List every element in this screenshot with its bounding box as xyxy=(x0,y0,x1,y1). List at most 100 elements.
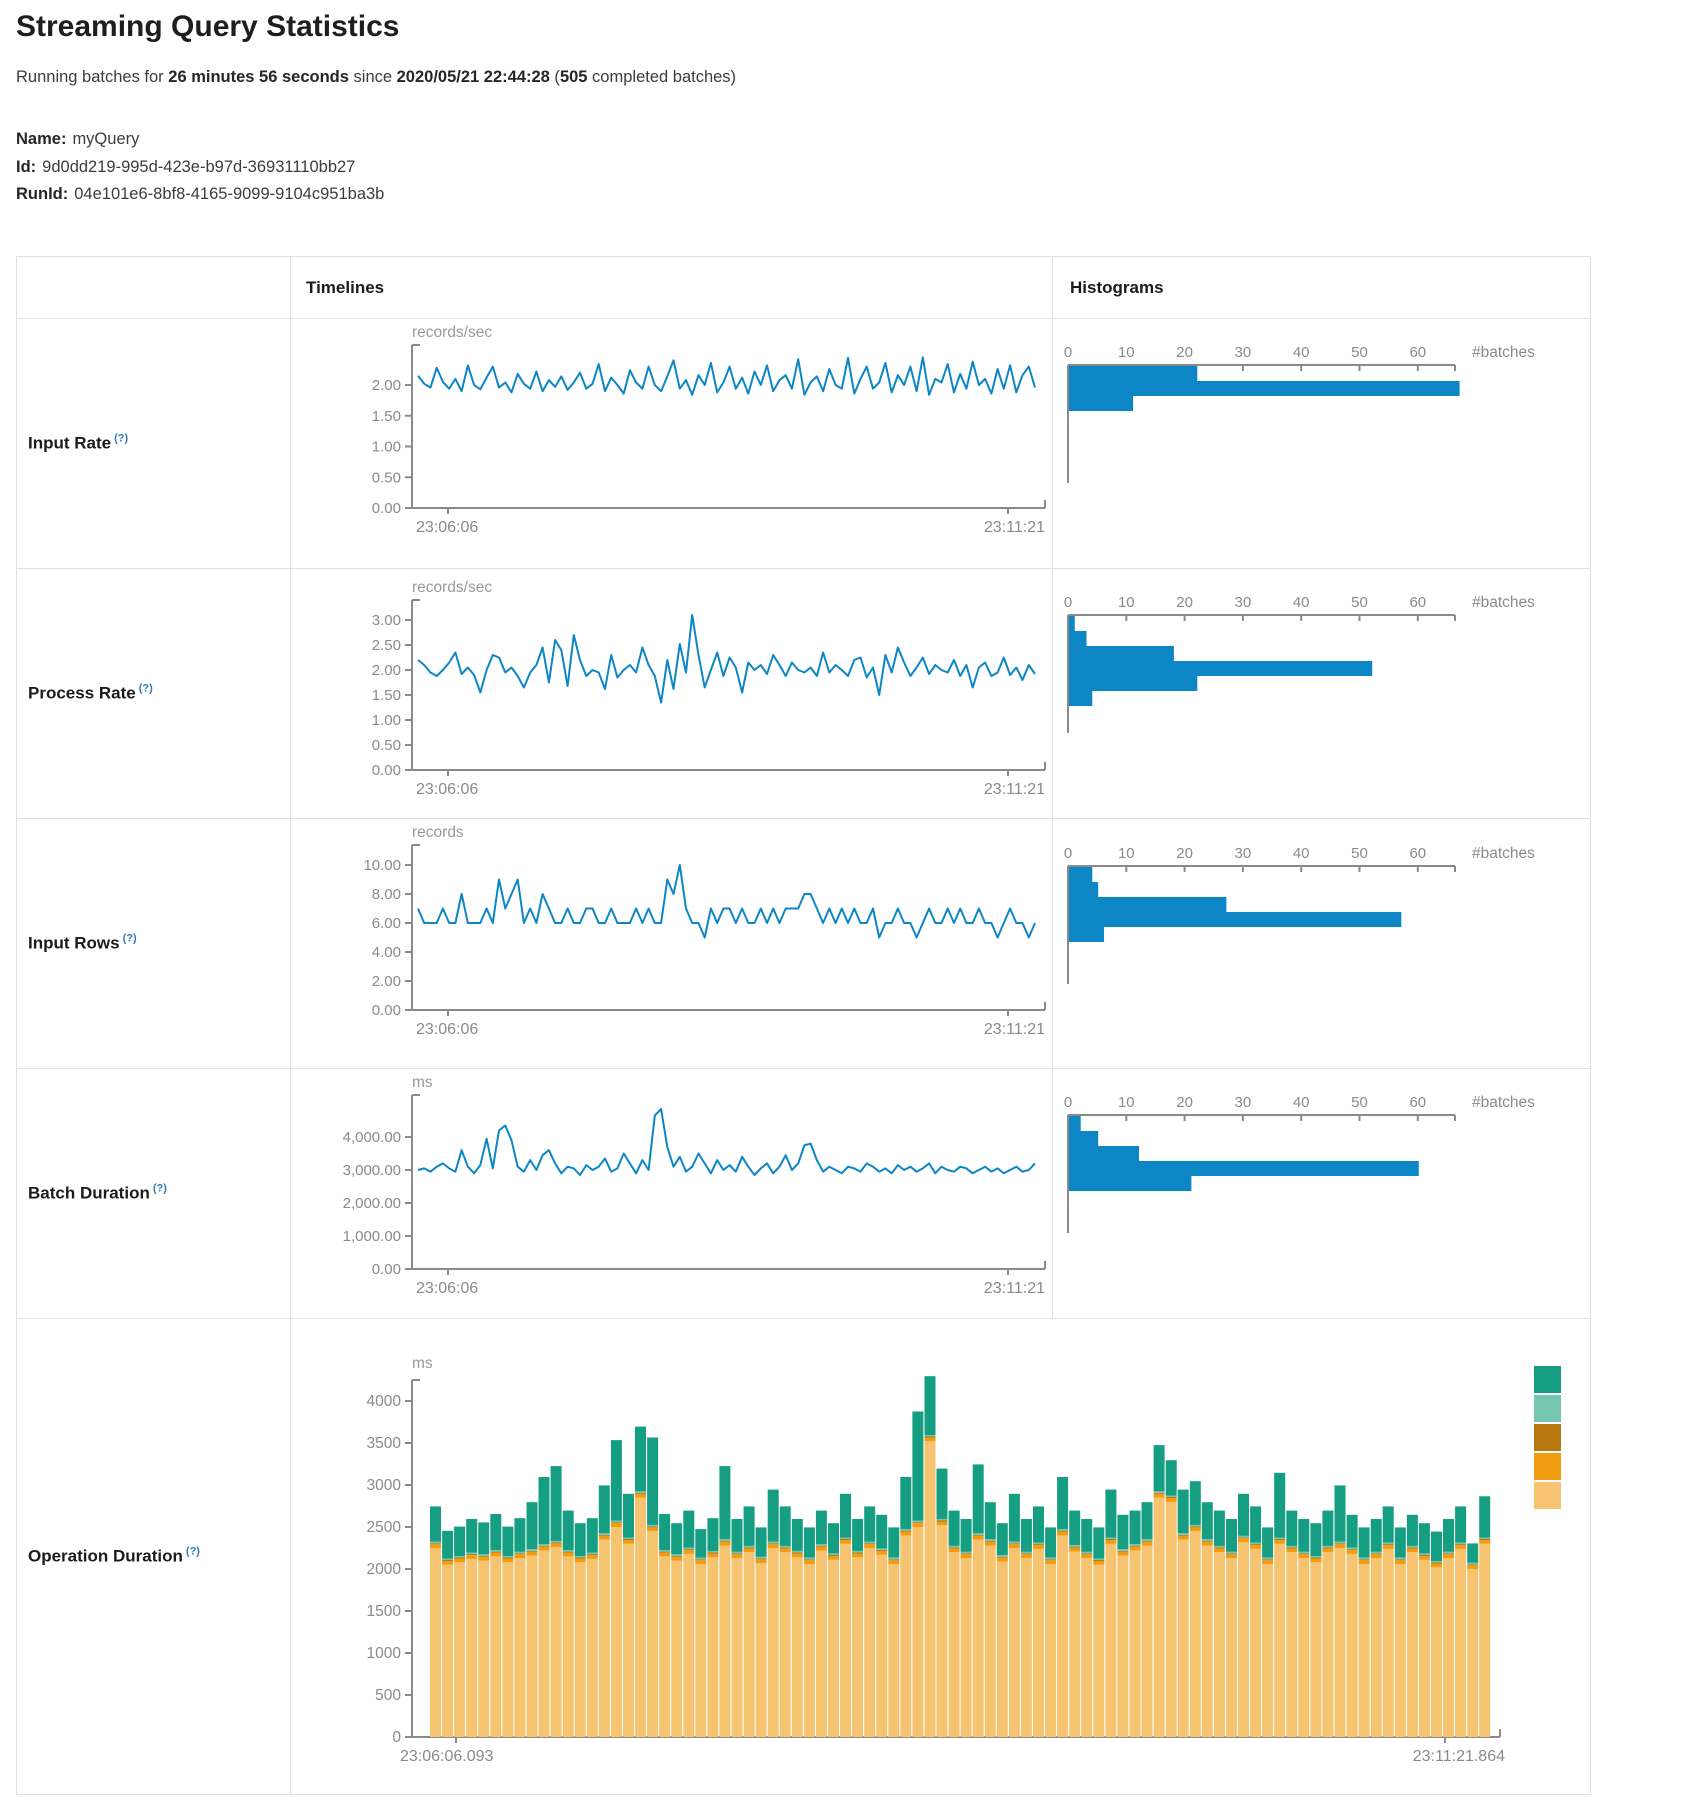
stacked-bar-segment xyxy=(791,1557,803,1737)
stacked-bar-segment xyxy=(707,1553,719,1558)
stacked-bar-segment xyxy=(1443,1554,1454,1559)
stacked-bar-segment xyxy=(1045,1564,1057,1737)
stacked-bar-segment xyxy=(1093,1558,1105,1560)
stacked-bar-segment xyxy=(1141,1502,1153,1540)
stacked-bar-segment xyxy=(888,1559,900,1561)
svg-text:23:11:21: 23:11:21 xyxy=(984,781,1045,798)
stacked-bar-segment xyxy=(610,1527,622,1737)
stacked-bar-segment xyxy=(490,1550,502,1552)
stacked-bar-segment xyxy=(755,1559,767,1564)
stacked-bar-segment xyxy=(1250,1544,1262,1546)
stacked-bar-segment xyxy=(1226,1553,1237,1555)
process-rate-timeline-chart: records/sec 0.00 0.50 1.00 1.50 2.00 2.50 3.00 2… xyxy=(372,579,1046,798)
stacked-bar-segment xyxy=(1443,1519,1454,1552)
query-id-label: Id: xyxy=(16,157,37,176)
stacked-bar-segment xyxy=(538,1546,550,1551)
stacked-bar-segment xyxy=(442,1558,454,1560)
stacked-bar-segment xyxy=(1406,1547,1418,1549)
stacked-bar-segment xyxy=(852,1557,864,1737)
stacked-bar-segment xyxy=(1020,1553,1032,1555)
svg-text:50: 50 xyxy=(1351,594,1368,611)
stacked-bar-segment xyxy=(647,1526,659,1528)
summary-middle: since xyxy=(348,68,397,86)
stacked-bar-segment xyxy=(1141,1540,1153,1542)
stacked-bar-segment xyxy=(598,1539,610,1737)
histogram-bar xyxy=(1069,676,1198,691)
stacked-bar-segment xyxy=(695,1559,707,1561)
stacked-bar-segment xyxy=(1153,1492,1165,1494)
stacked-bar-segment xyxy=(1250,1548,1262,1737)
stacked-bar-segment xyxy=(466,1552,478,1555)
svg-text:0: 0 xyxy=(392,1729,401,1746)
svg-text:0.50: 0.50 xyxy=(372,737,401,754)
stacked-bar-segment xyxy=(1418,1553,1430,1555)
stacked-bar-segment xyxy=(743,1548,755,1553)
stacked-bar-segment xyxy=(1081,1551,1093,1554)
stacked-bar-segment xyxy=(791,1553,803,1558)
stacked-bar-segment xyxy=(562,1551,574,1553)
row-label-input-rate: Input Rate (?) xyxy=(28,432,129,453)
stacked-bar-segment xyxy=(1406,1514,1418,1546)
stacked-bar-segment xyxy=(1177,1533,1189,1535)
stacked-bar-segment xyxy=(683,1553,695,1737)
stacked-bar-segment xyxy=(1093,1564,1105,1737)
stacked-bar-segment xyxy=(695,1564,707,1737)
page-title: Streaming Query Statistics xyxy=(16,10,400,43)
stacked-bar-segment xyxy=(888,1564,900,1737)
stacked-bar-segment xyxy=(1418,1523,1430,1554)
stacked-bar-segment xyxy=(1431,1562,1442,1564)
stacked-bar-segment xyxy=(1370,1558,1382,1737)
stacked-bar-segment xyxy=(1358,1527,1370,1558)
histogram-bar xyxy=(1069,366,1198,381)
input-rate-help-icon[interactable]: (?) xyxy=(114,432,129,445)
stacked-bar-segment xyxy=(1274,1539,1286,1540)
svg-text:ms: ms xyxy=(412,1355,433,1372)
stacked-bar-segment xyxy=(1129,1550,1141,1737)
stacked-bar-segment xyxy=(743,1506,755,1546)
stacked-bar-segment xyxy=(514,1554,526,1559)
stacked-bar-segment xyxy=(876,1549,888,1551)
stacked-bar-segment xyxy=(864,1506,876,1542)
stacked-bar-segment xyxy=(1250,1545,1262,1549)
stacked-bar-segment xyxy=(1467,1562,1479,1565)
histogram-bar xyxy=(1069,1176,1192,1191)
legend-swatch xyxy=(1534,1366,1561,1393)
stacked-bar-segment xyxy=(1033,1542,1044,1544)
svg-text:500: 500 xyxy=(375,1687,401,1704)
stacked-bar-segment xyxy=(1334,1543,1346,1545)
stacked-bar-segment xyxy=(840,1543,851,1737)
stacked-bar-segment xyxy=(888,1557,900,1560)
stacked-bar-segment xyxy=(1418,1559,1430,1737)
svg-text:30: 30 xyxy=(1235,845,1252,862)
svg-text:3.00: 3.00 xyxy=(372,612,401,629)
stacked-bar-segment xyxy=(707,1518,719,1551)
stacked-bar-segment xyxy=(1358,1560,1370,1564)
stacked-bar-segment xyxy=(1262,1564,1274,1737)
stacked-bar-segment xyxy=(1141,1545,1153,1737)
process-rate-help-icon[interactable]: (?) xyxy=(138,682,153,695)
stacked-bar-segment xyxy=(828,1523,839,1554)
stacked-bar-segment xyxy=(526,1555,538,1737)
stacked-bar-segment xyxy=(598,1534,610,1536)
stacked-bar-segment xyxy=(1443,1551,1454,1554)
legend-swatch xyxy=(1534,1482,1561,1509)
start-timestamp: 2020/05/21 22:44:28 xyxy=(396,68,550,86)
stacked-bar-segment xyxy=(888,1527,900,1558)
stacked-bar-segment xyxy=(659,1550,671,1552)
stacked-bar-segment xyxy=(876,1514,888,1549)
operation-duration-help-icon[interactable]: (?) xyxy=(185,1545,200,1558)
stacked-bar-segment xyxy=(442,1564,454,1737)
stacked-bar-segment xyxy=(1262,1560,1274,1564)
stacked-bar-segment xyxy=(1467,1569,1479,1737)
input-rows-help-icon[interactable]: (?) xyxy=(122,932,137,945)
stacked-bar-segment xyxy=(598,1535,610,1540)
stacked-bar-segment xyxy=(1479,1543,1491,1737)
stacked-bar-segment xyxy=(514,1553,526,1555)
batch-duration-help-icon[interactable]: (?) xyxy=(152,1182,167,1195)
histogram-bar xyxy=(1069,646,1174,661)
stacked-bar-segment xyxy=(671,1555,683,1557)
stacked-bar-segment xyxy=(1370,1551,1382,1554)
stacked-bar-segment xyxy=(1394,1559,1406,1561)
svg-text:0: 0 xyxy=(1064,344,1072,361)
stacked-bar-segment xyxy=(960,1551,972,1554)
